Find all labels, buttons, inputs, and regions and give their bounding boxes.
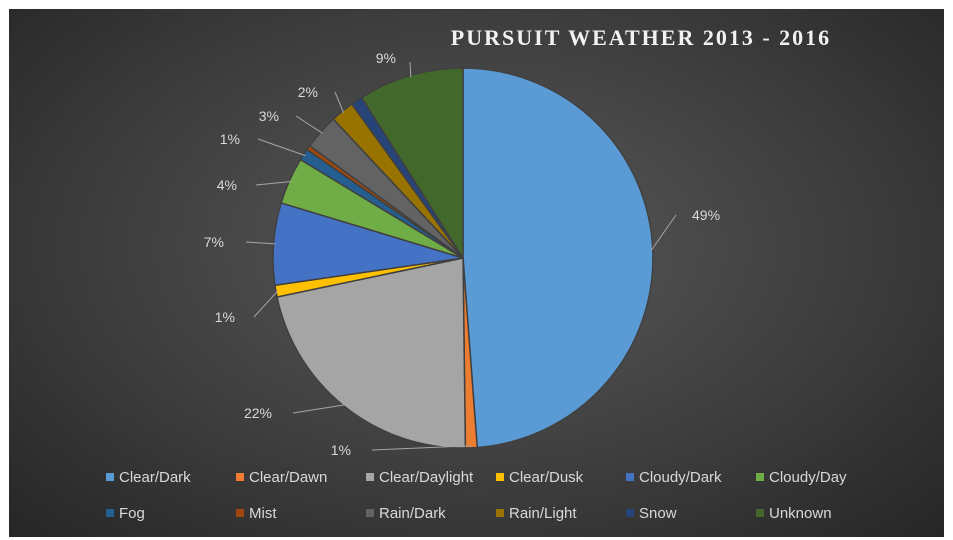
leader-line-clear-dawn	[371, 445, 472, 451]
leader-line-clear-dusk	[253, 290, 279, 318]
legend-swatch-snow	[626, 509, 634, 517]
legend-label-clear-dawn: Clear/Dawn	[249, 469, 327, 486]
legend-label-fog: Fog	[119, 505, 145, 522]
legend-label-clear-daylight: Clear/Daylight	[379, 469, 474, 486]
legend-label-rain-dark: Rain/Dark	[379, 505, 446, 522]
data-label-rain-dark: 3%	[259, 108, 279, 124]
legend-label-clear-dark: Clear/Dark	[119, 469, 191, 486]
data-label-fog: 1%	[220, 131, 240, 147]
legend-label-mist: Mist	[249, 505, 277, 522]
legend-label-clear-dusk: Clear/Dusk	[509, 469, 584, 486]
legend-swatch-fog	[106, 509, 114, 517]
legend-label-snow: Snow	[639, 505, 677, 522]
legend-label-rain-light: Rain/Light	[509, 505, 577, 522]
data-label-clear-dusk: 1%	[215, 309, 235, 325]
data-label-rain-light: 2%	[298, 84, 318, 100]
legend-swatch-rain-light	[496, 509, 504, 517]
legend-swatch-cloudy-dark	[626, 473, 634, 481]
legend-label-unknown: Unknown	[769, 505, 832, 522]
leader-line-rain-light	[334, 91, 345, 113]
legend-swatch-clear-dusk	[496, 473, 504, 481]
leader-line-fog	[257, 138, 306, 157]
legend-swatch-mist	[236, 509, 244, 517]
data-label-cloudy-day: 4%	[217, 177, 237, 193]
leader-line-cloudy-day	[255, 181, 292, 186]
data-label-clear-daylight: 22%	[244, 405, 272, 421]
leader-line-unknown	[409, 61, 412, 78]
legend-swatch-clear-dark	[106, 473, 114, 481]
legend-label-cloudy-dark: Cloudy/Dark	[639, 469, 722, 486]
pie-slice-clear-daylight	[276, 257, 467, 449]
leader-line-rain-dark	[295, 115, 323, 134]
legend-label-cloudy-day: Cloudy/Day	[769, 469, 847, 486]
data-label-clear-dawn: 1%	[331, 442, 351, 458]
data-label-unknown: 9%	[376, 50, 396, 66]
leader-line-clear-daylight	[292, 404, 346, 414]
chart-title: PURSUIT WEATHER 2013 - 2016	[451, 25, 831, 50]
leader-line-clear-dark	[650, 214, 677, 252]
pie-slice-clear-dark	[462, 67, 654, 449]
leader-line-cloudy-dark	[245, 241, 276, 245]
legend-swatch-cloudy-day	[756, 473, 764, 481]
data-label-clear-dark: 49%	[692, 207, 720, 223]
legend-swatch-clear-daylight	[366, 473, 374, 481]
legend-swatch-clear-dawn	[236, 473, 244, 481]
pie-slice-unknown	[360, 67, 464, 261]
legend-swatch-rain-dark	[366, 509, 374, 517]
legend-swatch-unknown	[756, 509, 764, 517]
data-label-cloudy-dark: 7%	[204, 234, 224, 250]
